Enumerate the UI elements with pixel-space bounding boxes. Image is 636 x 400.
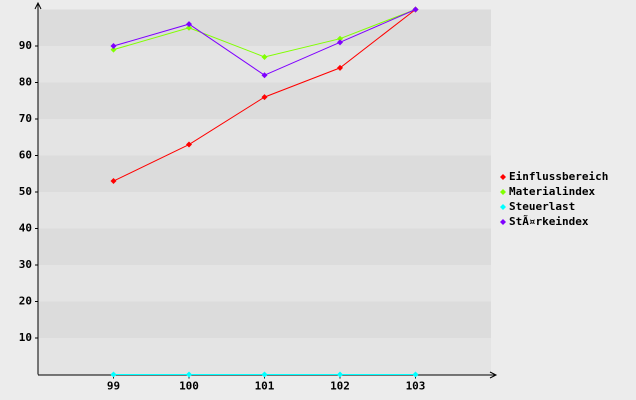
grid-band xyxy=(38,265,491,302)
y-tick-label: 50 xyxy=(19,185,32,198)
grid-band xyxy=(38,9,491,46)
legend-label: Einflussbereich xyxy=(509,170,608,183)
point xyxy=(110,178,117,185)
legend-marker xyxy=(500,219,506,225)
point xyxy=(261,72,268,79)
point xyxy=(186,24,192,31)
grid-band xyxy=(38,338,491,375)
grid-band xyxy=(38,228,491,265)
point xyxy=(412,6,419,13)
x-tick-label: 103 xyxy=(406,380,426,393)
grid-band xyxy=(38,155,491,192)
x-tick-label: 102 xyxy=(330,380,350,393)
x-tick-label: 100 xyxy=(179,380,199,393)
point xyxy=(412,371,419,378)
legend-marker xyxy=(500,174,506,180)
point xyxy=(186,371,192,378)
grid-band xyxy=(38,82,491,119)
y-axis-arrow xyxy=(34,1,42,10)
point xyxy=(261,371,268,378)
y-tick-label: 40 xyxy=(19,222,32,235)
point xyxy=(261,53,268,60)
point xyxy=(261,94,268,101)
point xyxy=(110,46,117,53)
point xyxy=(337,64,343,71)
x-axis-arrow xyxy=(489,371,498,379)
x-tick-label: 101 xyxy=(255,380,275,393)
legend-label: StÃ¤rkeindex xyxy=(509,215,589,228)
legend-marker xyxy=(500,204,506,210)
point xyxy=(337,39,343,46)
legend-marker xyxy=(500,189,506,195)
legend-label: Materialindex xyxy=(509,185,595,198)
point xyxy=(110,371,117,378)
point xyxy=(337,371,343,378)
point xyxy=(337,35,343,42)
grid-band xyxy=(38,119,491,156)
point xyxy=(186,21,192,28)
y-tick-label: 20 xyxy=(19,295,32,308)
grid-band xyxy=(38,301,491,338)
y-tick-label: 10 xyxy=(19,331,32,344)
point xyxy=(186,141,192,148)
point xyxy=(110,43,117,49)
y-tick-label: 30 xyxy=(19,258,32,271)
x-tick-label: 99 xyxy=(107,380,120,393)
y-tick-label: 80 xyxy=(19,76,32,89)
y-tick-label: 70 xyxy=(19,112,32,125)
grid-band xyxy=(38,192,491,229)
legend-label: Steuerlast xyxy=(509,200,575,213)
y-tick-label: 90 xyxy=(19,39,32,52)
y-tick-label: 60 xyxy=(19,149,32,162)
